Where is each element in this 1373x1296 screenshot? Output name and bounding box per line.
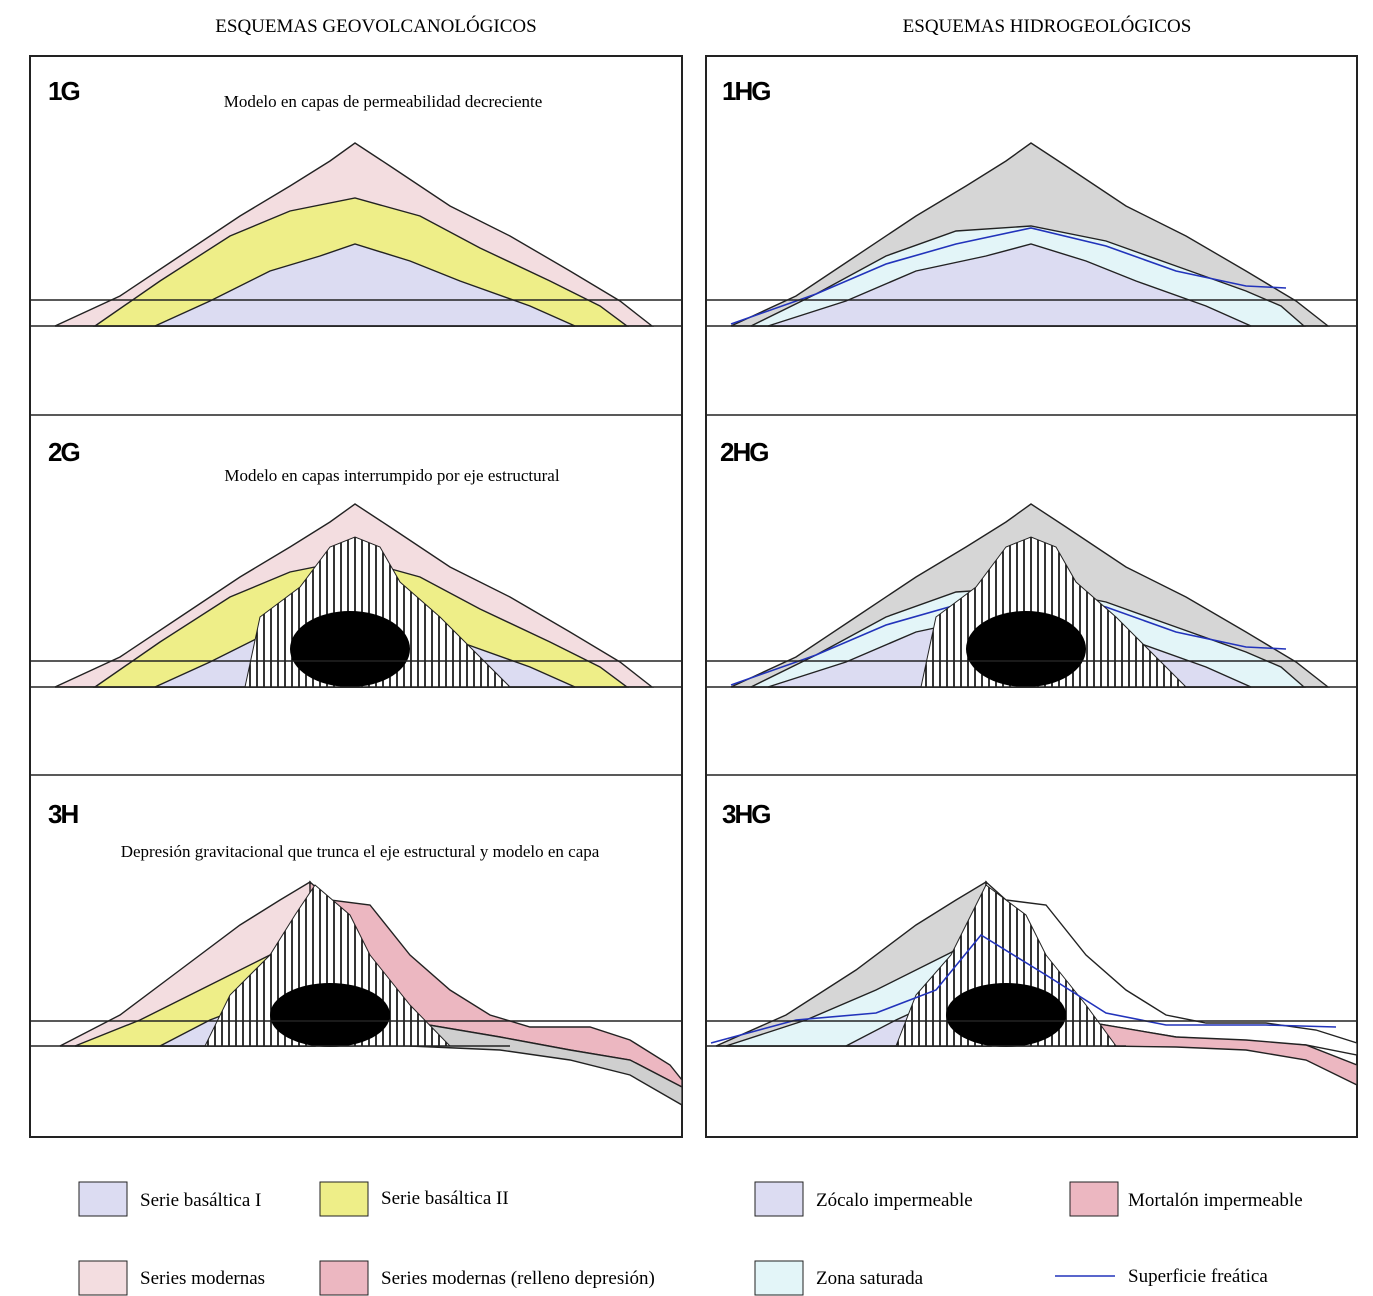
column-header: ESQUEMAS GEOVOLCANOLÓGICOS	[215, 15, 536, 37]
column-header: ESQUEMAS HIDROGEOLÓGICOS	[903, 15, 1192, 37]
panel-caption: Modelo en capas de permeabilidad decreci…	[224, 92, 543, 111]
legend-swatch	[1070, 1182, 1118, 1216]
legend-swatch	[79, 1182, 127, 1216]
figure: ESQUEMAS GEOVOLCANOLÓGICOS ESQUEMAS HIDR…	[0, 0, 1373, 1296]
panel-caption: Modelo en capas interrumpido por eje est…	[224, 466, 559, 485]
legend-label: Serie basáltica II	[381, 1188, 509, 1209]
legend-label: Serie basáltica I	[140, 1190, 261, 1211]
panel-label: 3HG	[722, 799, 770, 829]
legend-label: Series modernas (relleno depresión)	[381, 1268, 655, 1289]
panel-label: 1HG	[722, 76, 770, 106]
legend-label: Series modernas	[140, 1268, 265, 1289]
legend-label: Superficie freática	[1128, 1266, 1268, 1287]
legend: Serie basáltica I Serie basáltica II Zóc…	[79, 1182, 1303, 1295]
panel-label: 1G	[48, 76, 79, 106]
panel-label: 3H	[48, 799, 78, 829]
legend-swatch	[755, 1182, 803, 1216]
panel-label: 2G	[48, 437, 79, 467]
legend-label: Mortalón impermeable	[1128, 1190, 1303, 1211]
legend-label: Zócalo impermeable	[816, 1190, 973, 1211]
panel-caption: Depresión gravitacional que trunca el ej…	[121, 842, 600, 861]
legend-swatch	[320, 1261, 368, 1295]
legend-swatch	[755, 1261, 803, 1295]
legend-swatch	[79, 1261, 127, 1295]
legend-label: Zona saturada	[816, 1268, 924, 1289]
panel-label: 2HG	[720, 437, 768, 467]
legend-swatch	[320, 1182, 368, 1216]
